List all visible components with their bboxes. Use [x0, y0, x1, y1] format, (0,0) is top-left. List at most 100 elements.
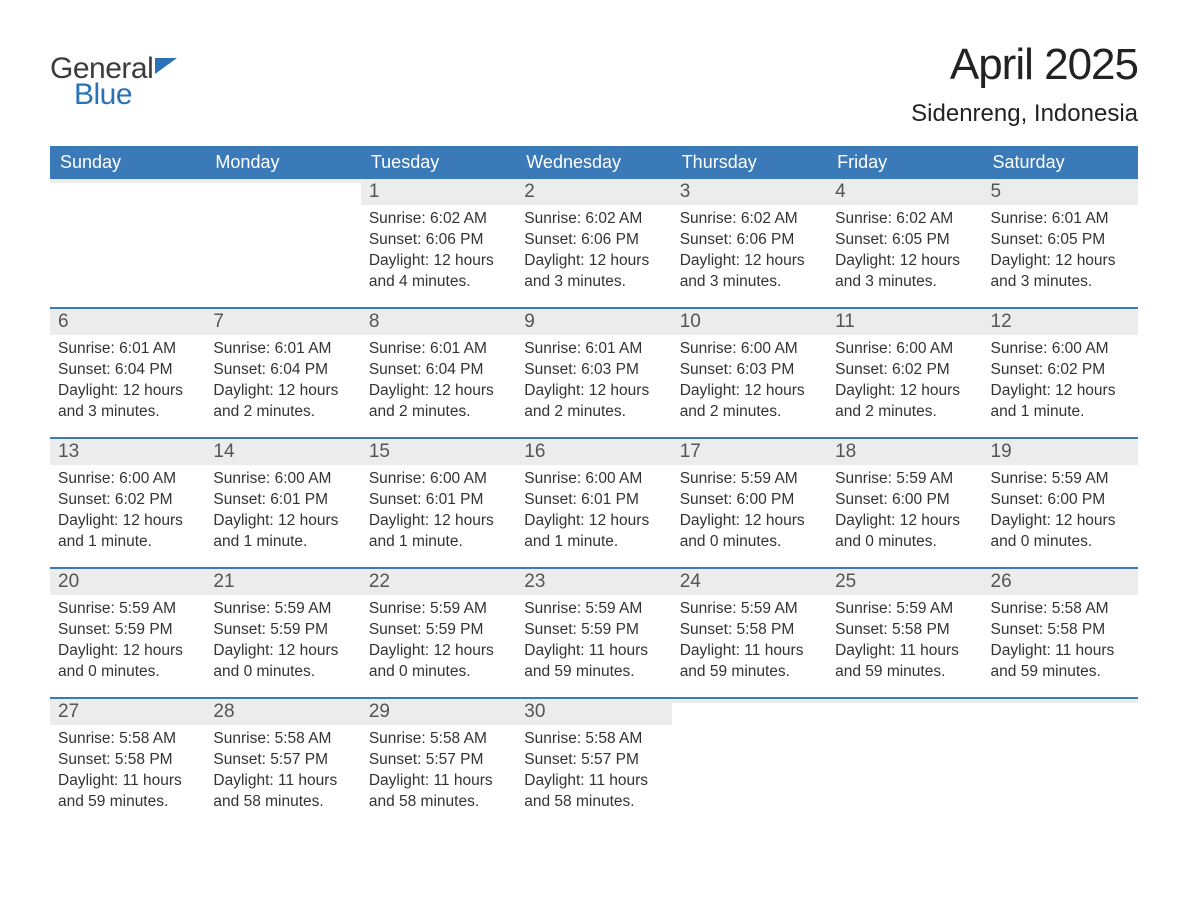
- day-cell: [983, 699, 1138, 827]
- sunset-text: Sunset: 6:04 PM: [213, 360, 352, 381]
- week-row: 13Sunrise: 6:00 AMSunset: 6:02 PMDayligh…: [50, 437, 1138, 567]
- sunset-text: Sunset: 6:03 PM: [524, 360, 663, 381]
- logo: General Blue: [50, 52, 177, 112]
- day-body: Sunrise: 5:59 AMSunset: 5:59 PMDaylight:…: [516, 595, 671, 695]
- day-number: 19: [991, 441, 1012, 462]
- sunrise-text: Sunrise: 6:01 AM: [213, 339, 352, 360]
- sunset-text: Sunset: 5:57 PM: [524, 750, 663, 771]
- day-number-row: 11: [827, 309, 982, 335]
- day-number-row: 26: [983, 569, 1138, 595]
- day-body: Sunrise: 6:02 AMSunset: 6:06 PMDaylight:…: [672, 205, 827, 305]
- day-number-row: 18: [827, 439, 982, 465]
- sunrise-text: Sunrise: 5:58 AM: [369, 729, 508, 750]
- daylight-text: Daylight: 11 hours and 58 minutes.: [213, 771, 352, 813]
- day-body: Sunrise: 6:00 AMSunset: 6:02 PMDaylight:…: [827, 335, 982, 435]
- day-number-row: 19: [983, 439, 1138, 465]
- day-number-row: 8: [361, 309, 516, 335]
- day-body: Sunrise: 5:59 AMSunset: 6:00 PMDaylight:…: [672, 465, 827, 565]
- daylight-text: Daylight: 11 hours and 59 minutes.: [524, 641, 663, 683]
- day-number-row: 23: [516, 569, 671, 595]
- day-cell: 11Sunrise: 6:00 AMSunset: 6:02 PMDayligh…: [827, 309, 982, 437]
- day-body: Sunrise: 5:59 AMSunset: 5:59 PMDaylight:…: [361, 595, 516, 695]
- daylight-text: Daylight: 12 hours and 0 minutes.: [369, 641, 508, 683]
- day-cell: 3Sunrise: 6:02 AMSunset: 6:06 PMDaylight…: [672, 179, 827, 307]
- daylight-text: Daylight: 12 hours and 1 minute.: [524, 511, 663, 553]
- day-number-row: 16: [516, 439, 671, 465]
- day-body: Sunrise: 6:01 AMSunset: 6:04 PMDaylight:…: [205, 335, 360, 435]
- sunset-text: Sunset: 6:06 PM: [369, 230, 508, 251]
- sunrise-text: Sunrise: 5:59 AM: [524, 599, 663, 620]
- sunrise-text: Sunrise: 5:59 AM: [835, 599, 974, 620]
- sunset-text: Sunset: 6:04 PM: [58, 360, 197, 381]
- day-body: [50, 183, 205, 273]
- logo-triangle-icon: [155, 58, 177, 74]
- day-cell: [205, 179, 360, 307]
- sunset-text: Sunset: 6:02 PM: [991, 360, 1130, 381]
- sunset-text: Sunset: 5:59 PM: [524, 620, 663, 641]
- day-number-row: 24: [672, 569, 827, 595]
- header: General Blue April 2025 Sidenreng, Indon…: [50, 40, 1138, 128]
- day-body: [827, 703, 982, 793]
- day-number-row: 20: [50, 569, 205, 595]
- sunrise-text: Sunrise: 5:58 AM: [524, 729, 663, 750]
- sunrise-text: Sunrise: 6:00 AM: [213, 469, 352, 490]
- week-row: 6Sunrise: 6:01 AMSunset: 6:04 PMDaylight…: [50, 307, 1138, 437]
- sunset-text: Sunset: 6:01 PM: [524, 490, 663, 511]
- daylight-text: Daylight: 12 hours and 1 minute.: [58, 511, 197, 553]
- day-cell: 14Sunrise: 6:00 AMSunset: 6:01 PMDayligh…: [205, 439, 360, 567]
- day-body: Sunrise: 6:02 AMSunset: 6:06 PMDaylight:…: [516, 205, 671, 305]
- location-label: Sidenreng, Indonesia: [911, 100, 1138, 128]
- daylight-text: Daylight: 12 hours and 3 minutes.: [680, 251, 819, 293]
- weekday-header: Monday: [205, 146, 360, 179]
- sunrise-text: Sunrise: 5:58 AM: [991, 599, 1130, 620]
- day-number-row: 10: [672, 309, 827, 335]
- calendar: SundayMondayTuesdayWednesdayThursdayFrid…: [50, 146, 1138, 827]
- day-body: Sunrise: 5:59 AMSunset: 5:58 PMDaylight:…: [827, 595, 982, 695]
- day-cell: 13Sunrise: 6:00 AMSunset: 6:02 PMDayligh…: [50, 439, 205, 567]
- day-body: [205, 183, 360, 273]
- day-body: Sunrise: 5:58 AMSunset: 5:57 PMDaylight:…: [361, 725, 516, 825]
- day-cell: 20Sunrise: 5:59 AMSunset: 5:59 PMDayligh…: [50, 569, 205, 697]
- day-number: 27: [58, 701, 79, 722]
- daylight-text: Daylight: 11 hours and 59 minutes.: [835, 641, 974, 683]
- day-number: 14: [213, 441, 234, 462]
- day-number-row: 14: [205, 439, 360, 465]
- day-number: 9: [524, 311, 535, 332]
- day-body: Sunrise: 5:59 AMSunset: 5:59 PMDaylight:…: [205, 595, 360, 695]
- day-number: 29: [369, 701, 390, 722]
- sunrise-text: Sunrise: 6:02 AM: [369, 209, 508, 230]
- daylight-text: Daylight: 11 hours and 58 minutes.: [369, 771, 508, 813]
- sunset-text: Sunset: 6:02 PM: [58, 490, 197, 511]
- day-body: Sunrise: 5:58 AMSunset: 5:57 PMDaylight:…: [205, 725, 360, 825]
- day-number-row: 13: [50, 439, 205, 465]
- month-title: April 2025: [911, 40, 1138, 90]
- day-number: 26: [991, 571, 1012, 592]
- day-cell: 22Sunrise: 5:59 AMSunset: 5:59 PMDayligh…: [361, 569, 516, 697]
- daylight-text: Daylight: 12 hours and 0 minutes.: [680, 511, 819, 553]
- daylight-text: Daylight: 12 hours and 2 minutes.: [680, 381, 819, 423]
- title-block: April 2025 Sidenreng, Indonesia: [911, 40, 1138, 128]
- sunrise-text: Sunrise: 6:02 AM: [835, 209, 974, 230]
- sunset-text: Sunset: 5:59 PM: [58, 620, 197, 641]
- day-cell: 16Sunrise: 6:00 AMSunset: 6:01 PMDayligh…: [516, 439, 671, 567]
- day-body: Sunrise: 5:59 AMSunset: 6:00 PMDaylight:…: [983, 465, 1138, 565]
- day-number: 4: [835, 181, 846, 202]
- weekday-header: Tuesday: [361, 146, 516, 179]
- day-number-row: 21: [205, 569, 360, 595]
- day-body: Sunrise: 6:00 AMSunset: 6:03 PMDaylight:…: [672, 335, 827, 435]
- sunrise-text: Sunrise: 6:01 AM: [524, 339, 663, 360]
- sunset-text: Sunset: 5:57 PM: [369, 750, 508, 771]
- week-row: 1Sunrise: 6:02 AMSunset: 6:06 PMDaylight…: [50, 179, 1138, 307]
- weekday-header-row: SundayMondayTuesdayWednesdayThursdayFrid…: [50, 146, 1138, 179]
- day-cell: 23 Sunrise: 5:59 AMSunset: 5:59 PMDayligh…: [516, 569, 671, 697]
- sunset-text: Sunset: 5:59 PM: [213, 620, 352, 641]
- day-body: Sunrise: 6:00 AMSunset: 6:02 PMDaylight:…: [983, 335, 1138, 435]
- day-number: 23: [524, 571, 545, 592]
- sunset-text: Sunset: 6:01 PM: [213, 490, 352, 511]
- day-body: Sunrise: 5:59 AMSunset: 6:00 PMDaylight:…: [827, 465, 982, 565]
- sunrise-text: Sunrise: 5:59 AM: [991, 469, 1130, 490]
- day-number-row: 1: [361, 179, 516, 205]
- week-row: 20Sunrise: 5:59 AMSunset: 5:59 PMDayligh…: [50, 567, 1138, 697]
- sunrise-text: Sunrise: 5:59 AM: [835, 469, 974, 490]
- day-cell: 21Sunrise: 5:59 AMSunset: 5:59 PMDayligh…: [205, 569, 360, 697]
